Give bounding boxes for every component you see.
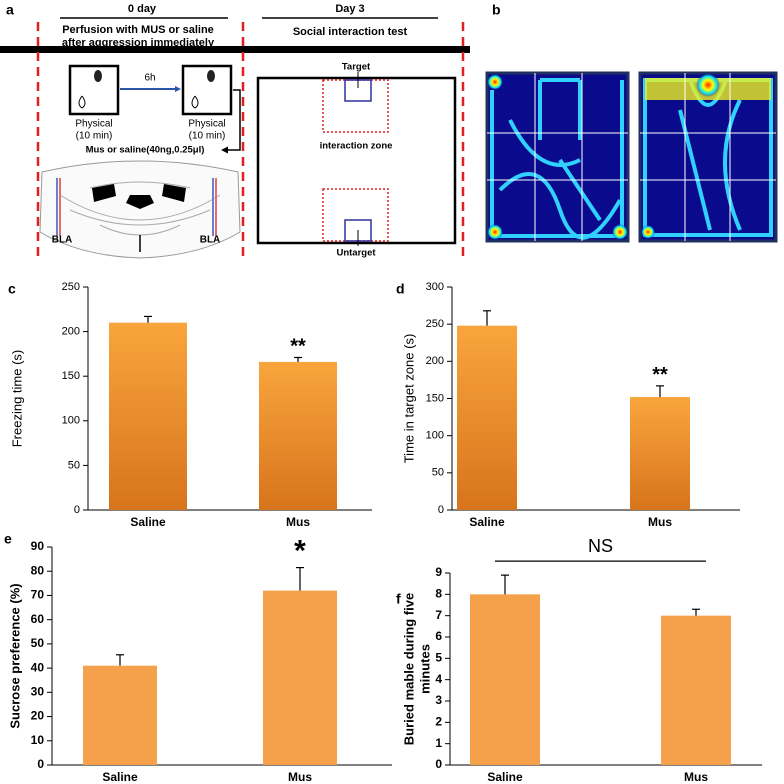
panel-a: a 0 day Day 3 Perfusion with MUS or sali… (0, 2, 470, 259)
y-tick-label: 70 (31, 588, 45, 602)
protocol-text: Perfusion with MUS or saline (62, 24, 214, 36)
y-tick-label: 50 (31, 636, 45, 650)
y-tick-label: 1 (435, 736, 442, 750)
y-tick-label: 8 (435, 587, 442, 601)
y-tick-label: 5 (435, 651, 442, 665)
y-tick-label: 250 (62, 281, 80, 293)
y-tick-label: 90 (31, 539, 45, 553)
annotation: ** (652, 364, 668, 386)
y-tick-label: 6 (435, 629, 442, 643)
zone-label: interaction zone (320, 141, 393, 152)
protocol-text: after aggression immediately (62, 37, 215, 49)
y-axis-label: Time in target zone (s) (401, 334, 416, 464)
y-tick-label: 40 (31, 660, 45, 674)
annotation: * (294, 535, 306, 568)
y-tick-label: 200 (426, 355, 444, 367)
y-tick-label: 150 (62, 370, 80, 382)
panel-label: f (396, 591, 401, 607)
y-tick-label: 50 (68, 459, 80, 471)
y-tick-label: 0 (438, 504, 444, 516)
y-tick-label: 0 (74, 504, 80, 516)
y-tick-label: 200 (62, 326, 80, 338)
y-axis-label: Sucrose preference (%) (7, 583, 22, 728)
region-label: BLA (200, 235, 221, 246)
zone-label: Untarget (336, 248, 376, 259)
y-axis-label: Freezing time (s) (9, 350, 24, 448)
bar (661, 615, 731, 765)
bar (470, 594, 540, 765)
x-tick-label: Saline (130, 515, 166, 529)
panel-label: c (8, 281, 16, 297)
y-tick-label: 9 (435, 565, 442, 579)
y-tick-label: 20 (31, 709, 45, 723)
panel-label: b (492, 2, 501, 18)
bar (109, 322, 187, 510)
bar (259, 361, 337, 510)
day-label: Day 3 (335, 3, 364, 15)
box-text: (10 min) (189, 131, 226, 142)
annotation: ** (290, 336, 306, 358)
bar (263, 590, 337, 765)
region-label: BLA (52, 235, 73, 246)
bar (457, 325, 517, 510)
y-tick-label: 7 (435, 608, 442, 622)
x-tick-label: Mus (648, 515, 672, 529)
protocol-text: Social interaction test (293, 26, 408, 38)
panel-label: d (396, 281, 405, 297)
box-text: Physical (188, 119, 225, 130)
injection-text: Mus or saline(40ng,0.25μl) (86, 145, 205, 156)
y-tick-label: 10 (31, 733, 45, 747)
y-tick-label: 50 (432, 467, 444, 479)
annotation: NS (588, 536, 613, 556)
y-axis-label: minutes (417, 644, 432, 694)
y-tick-label: 0 (435, 757, 442, 771)
y-axis-label: Buried mable during five (401, 593, 416, 745)
y-tick-label: 150 (426, 392, 444, 404)
y-tick-label: 300 (426, 281, 444, 293)
y-tick-label: 80 (31, 563, 45, 577)
panel-label: e (4, 531, 12, 547)
x-tick-label: Saline (102, 770, 138, 784)
box-text: (10 min) (76, 131, 113, 142)
y-tick-label: 100 (426, 430, 444, 442)
y-tick-label: 3 (435, 693, 442, 707)
y-tick-label: 0 (37, 757, 44, 771)
day-label: 0 day (128, 3, 157, 15)
panel-label: a (6, 2, 14, 18)
interval-text: 6h (144, 73, 155, 84)
box-text: Physical (75, 119, 112, 130)
x-tick-label: Mus (684, 770, 708, 784)
panel-b: b (485, 2, 778, 243)
x-tick-label: Mus (288, 770, 312, 784)
x-tick-label: Mus (286, 515, 310, 529)
y-tick-label: 100 (62, 415, 80, 427)
bar (630, 397, 690, 510)
y-tick-label: 2 (435, 715, 442, 729)
y-tick-label: 30 (31, 685, 45, 699)
x-tick-label: Saline (487, 770, 523, 784)
y-tick-label: 4 (435, 672, 442, 686)
x-tick-label: Saline (469, 515, 505, 529)
y-tick-label: 60 (31, 612, 45, 626)
y-tick-label: 250 (426, 318, 444, 330)
zone-label: Target (342, 62, 371, 73)
bar (83, 665, 157, 765)
